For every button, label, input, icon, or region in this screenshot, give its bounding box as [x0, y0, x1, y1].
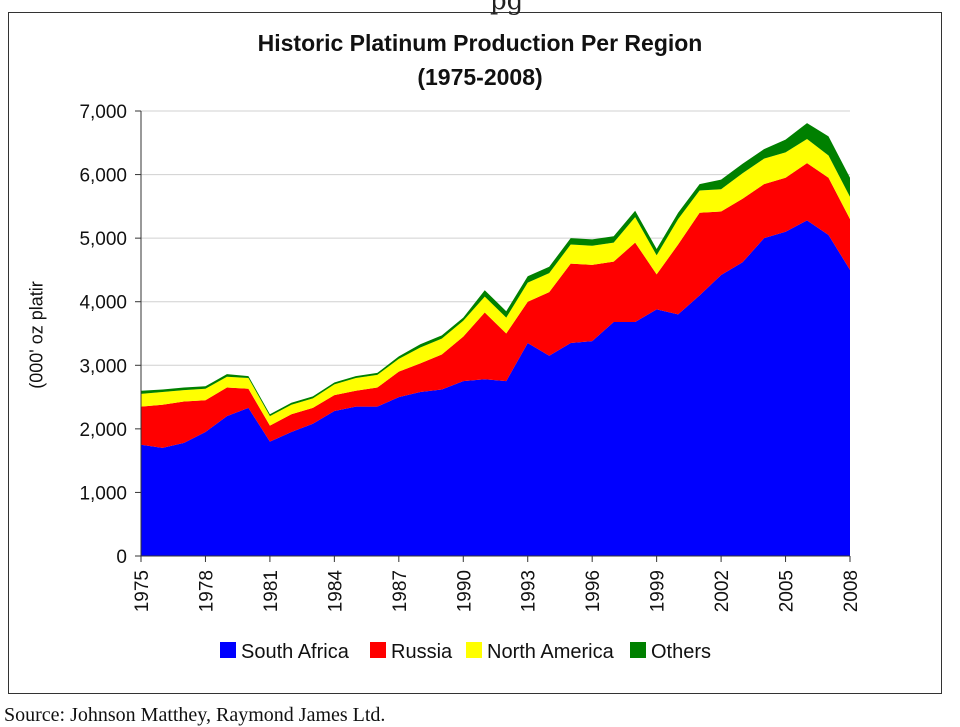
- y-tick-label: 3,000: [79, 356, 127, 377]
- legend-swatch: [220, 642, 236, 658]
- x-tick-label: 1996: [583, 570, 604, 612]
- y-tick-label: 7,000: [79, 102, 127, 123]
- x-tick-label: 1975: [132, 570, 153, 612]
- source-note: Source: Johnson Matthey, Raymond James L…: [4, 704, 386, 726]
- y-tick-label: 2,000: [79, 420, 127, 441]
- area-series-others: [141, 123, 850, 417]
- x-tick-label: 1999: [648, 570, 669, 612]
- x-tick-label: 1993: [519, 570, 540, 612]
- legend-label: South Africa: [241, 641, 350, 663]
- x-tick-label: 1990: [454, 570, 475, 612]
- area-series-russia: [141, 163, 850, 448]
- legend-swatch: [466, 642, 482, 658]
- y-tick-label: 1,000: [79, 483, 127, 504]
- area-series-south-africa: [141, 220, 850, 557]
- legend-swatch: [630, 642, 646, 658]
- x-tick-label: 2005: [777, 570, 798, 612]
- x-tick-label: 1978: [196, 570, 217, 612]
- x-tick-label: 1984: [325, 570, 346, 613]
- legend-label: Others: [651, 641, 711, 663]
- legend-label: North America: [487, 641, 615, 663]
- legend-swatch: [370, 642, 386, 658]
- x-tick-label: 1987: [390, 570, 411, 612]
- chart-subtitle: (1975-2008): [417, 64, 543, 90]
- area-series-north-america: [141, 138, 850, 426]
- top-text-fragment: pg: [490, 0, 524, 16]
- chart-title: Historic Platinum Production Per Region: [257, 30, 703, 56]
- y-tick-label: 5,000: [79, 229, 127, 250]
- y-tick-label: 0: [116, 547, 127, 568]
- y-tick-label: 6,000: [79, 166, 127, 187]
- x-tick-label: 1981: [261, 570, 282, 612]
- x-tick-label: 2008: [841, 570, 862, 612]
- x-tick-label: 2002: [712, 570, 733, 612]
- legend-label: Russia: [391, 641, 453, 663]
- y-tick-label: 4,000: [79, 293, 127, 314]
